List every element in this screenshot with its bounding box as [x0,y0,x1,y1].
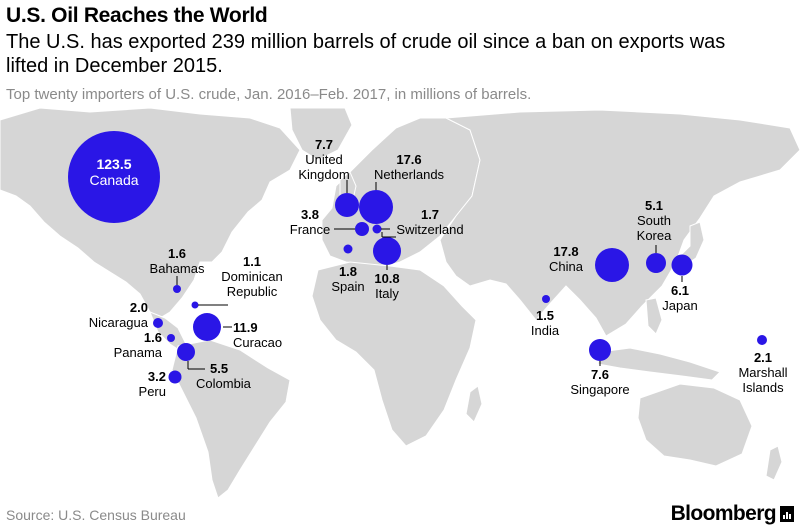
philippines-land [645,297,663,335]
world-map [0,107,800,499]
label-japan: 6.1 Japan [662,283,698,313]
bubble-china [595,248,629,282]
label-colombia: 5.5 Colombia [196,361,251,391]
bubble-france [355,222,369,236]
leader-lines [176,180,683,370]
greenland-land [289,107,353,161]
bubble-peru [168,370,182,384]
bubble-bahamas [173,285,181,293]
bubble-united-kingdom [335,193,359,217]
label-south-korea: 5.1 South Korea [636,198,672,243]
bubble-italy [373,237,401,265]
bubble-switzerland [372,224,382,234]
bubble-nicaragua [153,318,163,328]
bubble-panama [167,334,175,342]
label-india: 1.5 India [530,308,560,338]
label-netherlands: 17.6 Netherlands [373,152,445,182]
label-china: 17.8 China [549,244,583,274]
bubble-colombia [177,343,195,361]
south-america-land [171,339,291,499]
africa-land [311,261,477,447]
label-peru: 3.2 Peru [138,369,166,399]
bubble-dominican-republic [191,301,199,309]
label-switzerland: 1.7 Switzerland [396,207,464,237]
label-panama: 1.6 Panama [113,330,162,360]
bloomberg-logo: Bloomberg [670,502,777,525]
bubble-netherlands [359,190,393,224]
label-canada: 123.5 Canada [89,156,139,188]
bubble-singapore [589,339,611,361]
label-united-kingdom: 7.7 United Kingdom [298,137,350,182]
label-spain: 1.8 Spain [331,264,365,294]
label-nicaragua: 2.0 Nicaragua [88,300,148,330]
bloomberg-chart-icon [780,506,794,522]
bubble-marshall-islands [757,335,767,345]
chart-subtitle: The U.S. has exported 239 million barrel… [6,31,726,77]
bubble-japan [671,254,693,276]
import-bubbles [68,131,767,384]
bubble-canada [68,131,160,223]
chart-caption: Top twenty importers of U.S. crude, Jan.… [6,86,532,103]
bubble-spain [343,244,353,254]
bubble-south-korea [646,253,666,273]
madagascar-land [465,385,483,423]
australia-land [637,383,753,467]
bubble-india [542,295,550,303]
asia-land [439,109,800,337]
source-note: Source: U.S. Census Bureau [6,507,186,523]
label-curacao: 11.9 Curacao [233,320,283,350]
chart-title: U.S. Oil Reaches the World [6,4,268,27]
label-france: 3.8 France [289,207,331,237]
new-zealand-land [765,445,783,481]
bubble-curacao [193,313,221,341]
label-italy: 10.8 Italy [374,271,400,301]
label-bahamas: 1.6 Bahamas [149,246,205,276]
label-dominican-republic: 1.1 Dominican Republic [221,254,283,299]
label-singapore: 7.6 Singapore [570,367,630,397]
label-marshall-islands: 2.1 Marshall Islands [738,350,788,395]
indonesia-land [597,347,721,381]
